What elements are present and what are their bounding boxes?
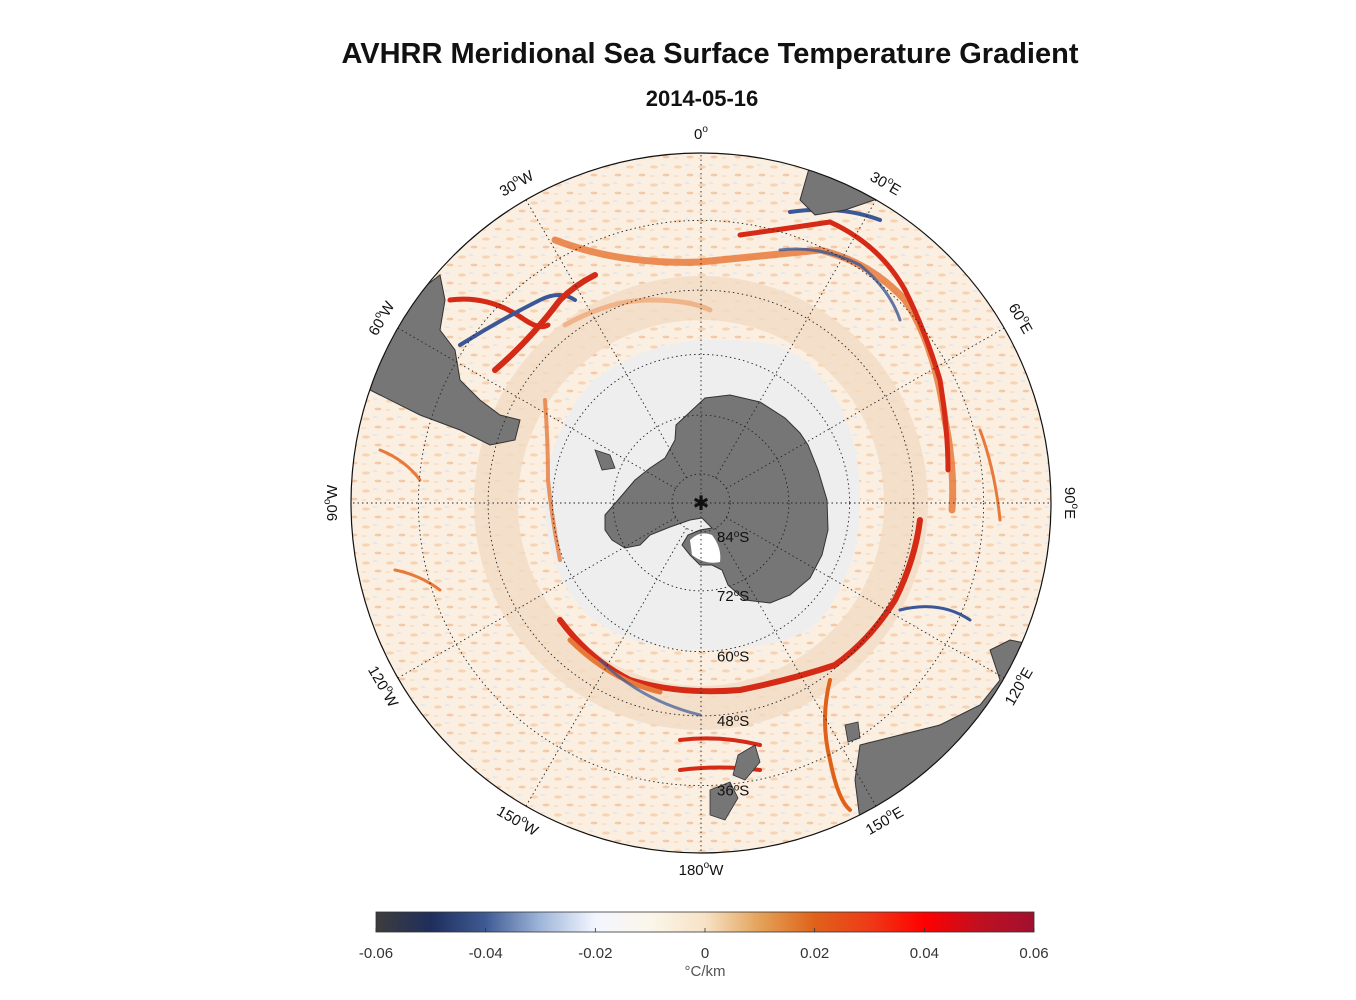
- new-zealand-south-island: [709, 781, 739, 821]
- new-zealand-north-island: [732, 744, 761, 781]
- colorbar-tick-label: -0.06: [359, 945, 393, 962]
- colorbar-tick-label: 0.02: [800, 945, 829, 962]
- latitude-label: 60oS: [717, 648, 749, 666]
- latitude-label: 36oS: [717, 782, 749, 800]
- latitude-label: 72oS: [717, 587, 749, 605]
- parallel-line: [417, 219, 985, 787]
- south-pole-marker: ✱: [693, 491, 710, 515]
- frontal-gradients: [378, 207, 1002, 812]
- colorbar-tick-label: -0.02: [578, 945, 612, 962]
- colorbar-tick-label: -0.04: [469, 945, 503, 962]
- latitude-label: 84oS: [717, 529, 749, 547]
- longitude-label: 60oE: [1005, 300, 1037, 337]
- parallel-line: [671, 473, 731, 533]
- longitude-label: 90oE: [1061, 487, 1080, 519]
- latitude-labels: 84oS 72oS 60oS 48oS 36oS: [717, 529, 749, 800]
- colorbar-ticks: -0.06 -0.04 -0.02 0 0.02 0.04 0.06: [359, 928, 1049, 962]
- parallel-line: [612, 414, 790, 592]
- map-title: AVHRR Meridional Sea Surface Temperature…: [341, 38, 1079, 70]
- colorbar-tick-label: 0: [701, 945, 709, 962]
- colorbar-tick-label: 0.06: [1019, 945, 1048, 962]
- colorbar-tick-label: 0.04: [910, 945, 939, 962]
- tasmania-land: [844, 721, 861, 743]
- colorbar-units: °C/km: [684, 963, 726, 980]
- map-date-subtitle: 2014-05-16: [645, 86, 759, 111]
- longitude-label: 90oW: [322, 484, 341, 521]
- longitude-label: 180oW: [679, 860, 725, 879]
- ross-ice-shelf: [690, 533, 721, 563]
- antarctic-peninsula: [594, 449, 616, 471]
- map-frame: [350, 152, 1052, 854]
- longitude-label: 60oW: [364, 297, 399, 339]
- map-disc: [351, 153, 1051, 853]
- latitude-label: 48oS: [717, 712, 749, 730]
- graticule: [351, 153, 1051, 853]
- longitude-label: 0o: [694, 124, 708, 143]
- longitude-label: 30oW: [496, 165, 538, 200]
- longitude-label: 30oE: [867, 167, 904, 199]
- zonal-band: [474, 276, 928, 730]
